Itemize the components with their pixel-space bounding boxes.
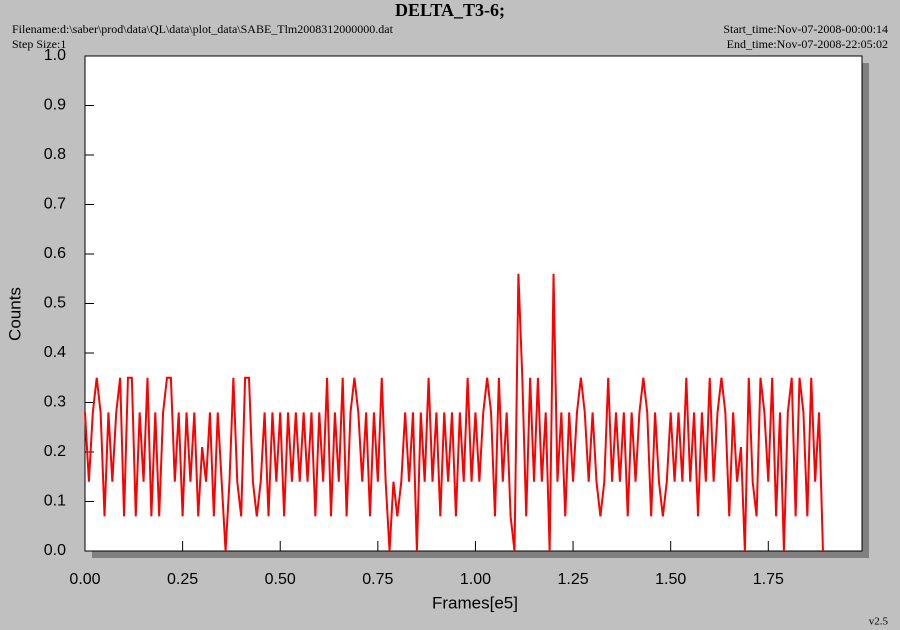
x-tick-label: 0.75: [362, 571, 393, 588]
y-tick-label: 0.3: [44, 394, 66, 411]
x-tick-label: 0.50: [265, 571, 296, 588]
y-tick-label: 0.1: [44, 493, 66, 510]
version: v2.5: [869, 616, 889, 628]
x-tick-label: 1.50: [655, 571, 686, 588]
y-tick-label: 0.5: [44, 295, 66, 312]
x-tick-label: 1.25: [557, 571, 588, 588]
y-tick-label: 0.2: [44, 443, 66, 460]
x-tick-label: 0.25: [167, 571, 198, 588]
y-tick-label: 1.0: [44, 47, 66, 64]
x-axis-label: Frames[e5]: [432, 593, 518, 612]
start-time: Start_time:Nov-07-2008-00:00:14: [723, 22, 888, 36]
y-tick-label: 0.6: [44, 245, 66, 262]
x-tick-label: 1.00: [460, 571, 491, 588]
step-size: Step Size:1: [12, 37, 66, 51]
x-tick-label: 0.00: [69, 571, 100, 588]
y-tick-label: 0.9: [44, 97, 66, 114]
data-line: [84, 273, 824, 552]
filename: Filename:d:\saber\prod\data\QL\data\plot…: [12, 22, 394, 36]
plot-area: [84, 55, 863, 552]
chart-title: DELTA_T3-6;: [395, 0, 505, 20]
y-tick-label: 0.7: [44, 196, 66, 213]
x-tick-label: 1.75: [753, 571, 784, 588]
y-tick-label: 0.4: [44, 344, 66, 361]
y-axis-label: Counts: [5, 287, 24, 341]
y-tick-label: 0.0: [44, 542, 66, 559]
end-time: End_time:Nov-07-2008-22:05:02: [727, 37, 888, 51]
y-tick-label: 0.8: [44, 146, 66, 163]
